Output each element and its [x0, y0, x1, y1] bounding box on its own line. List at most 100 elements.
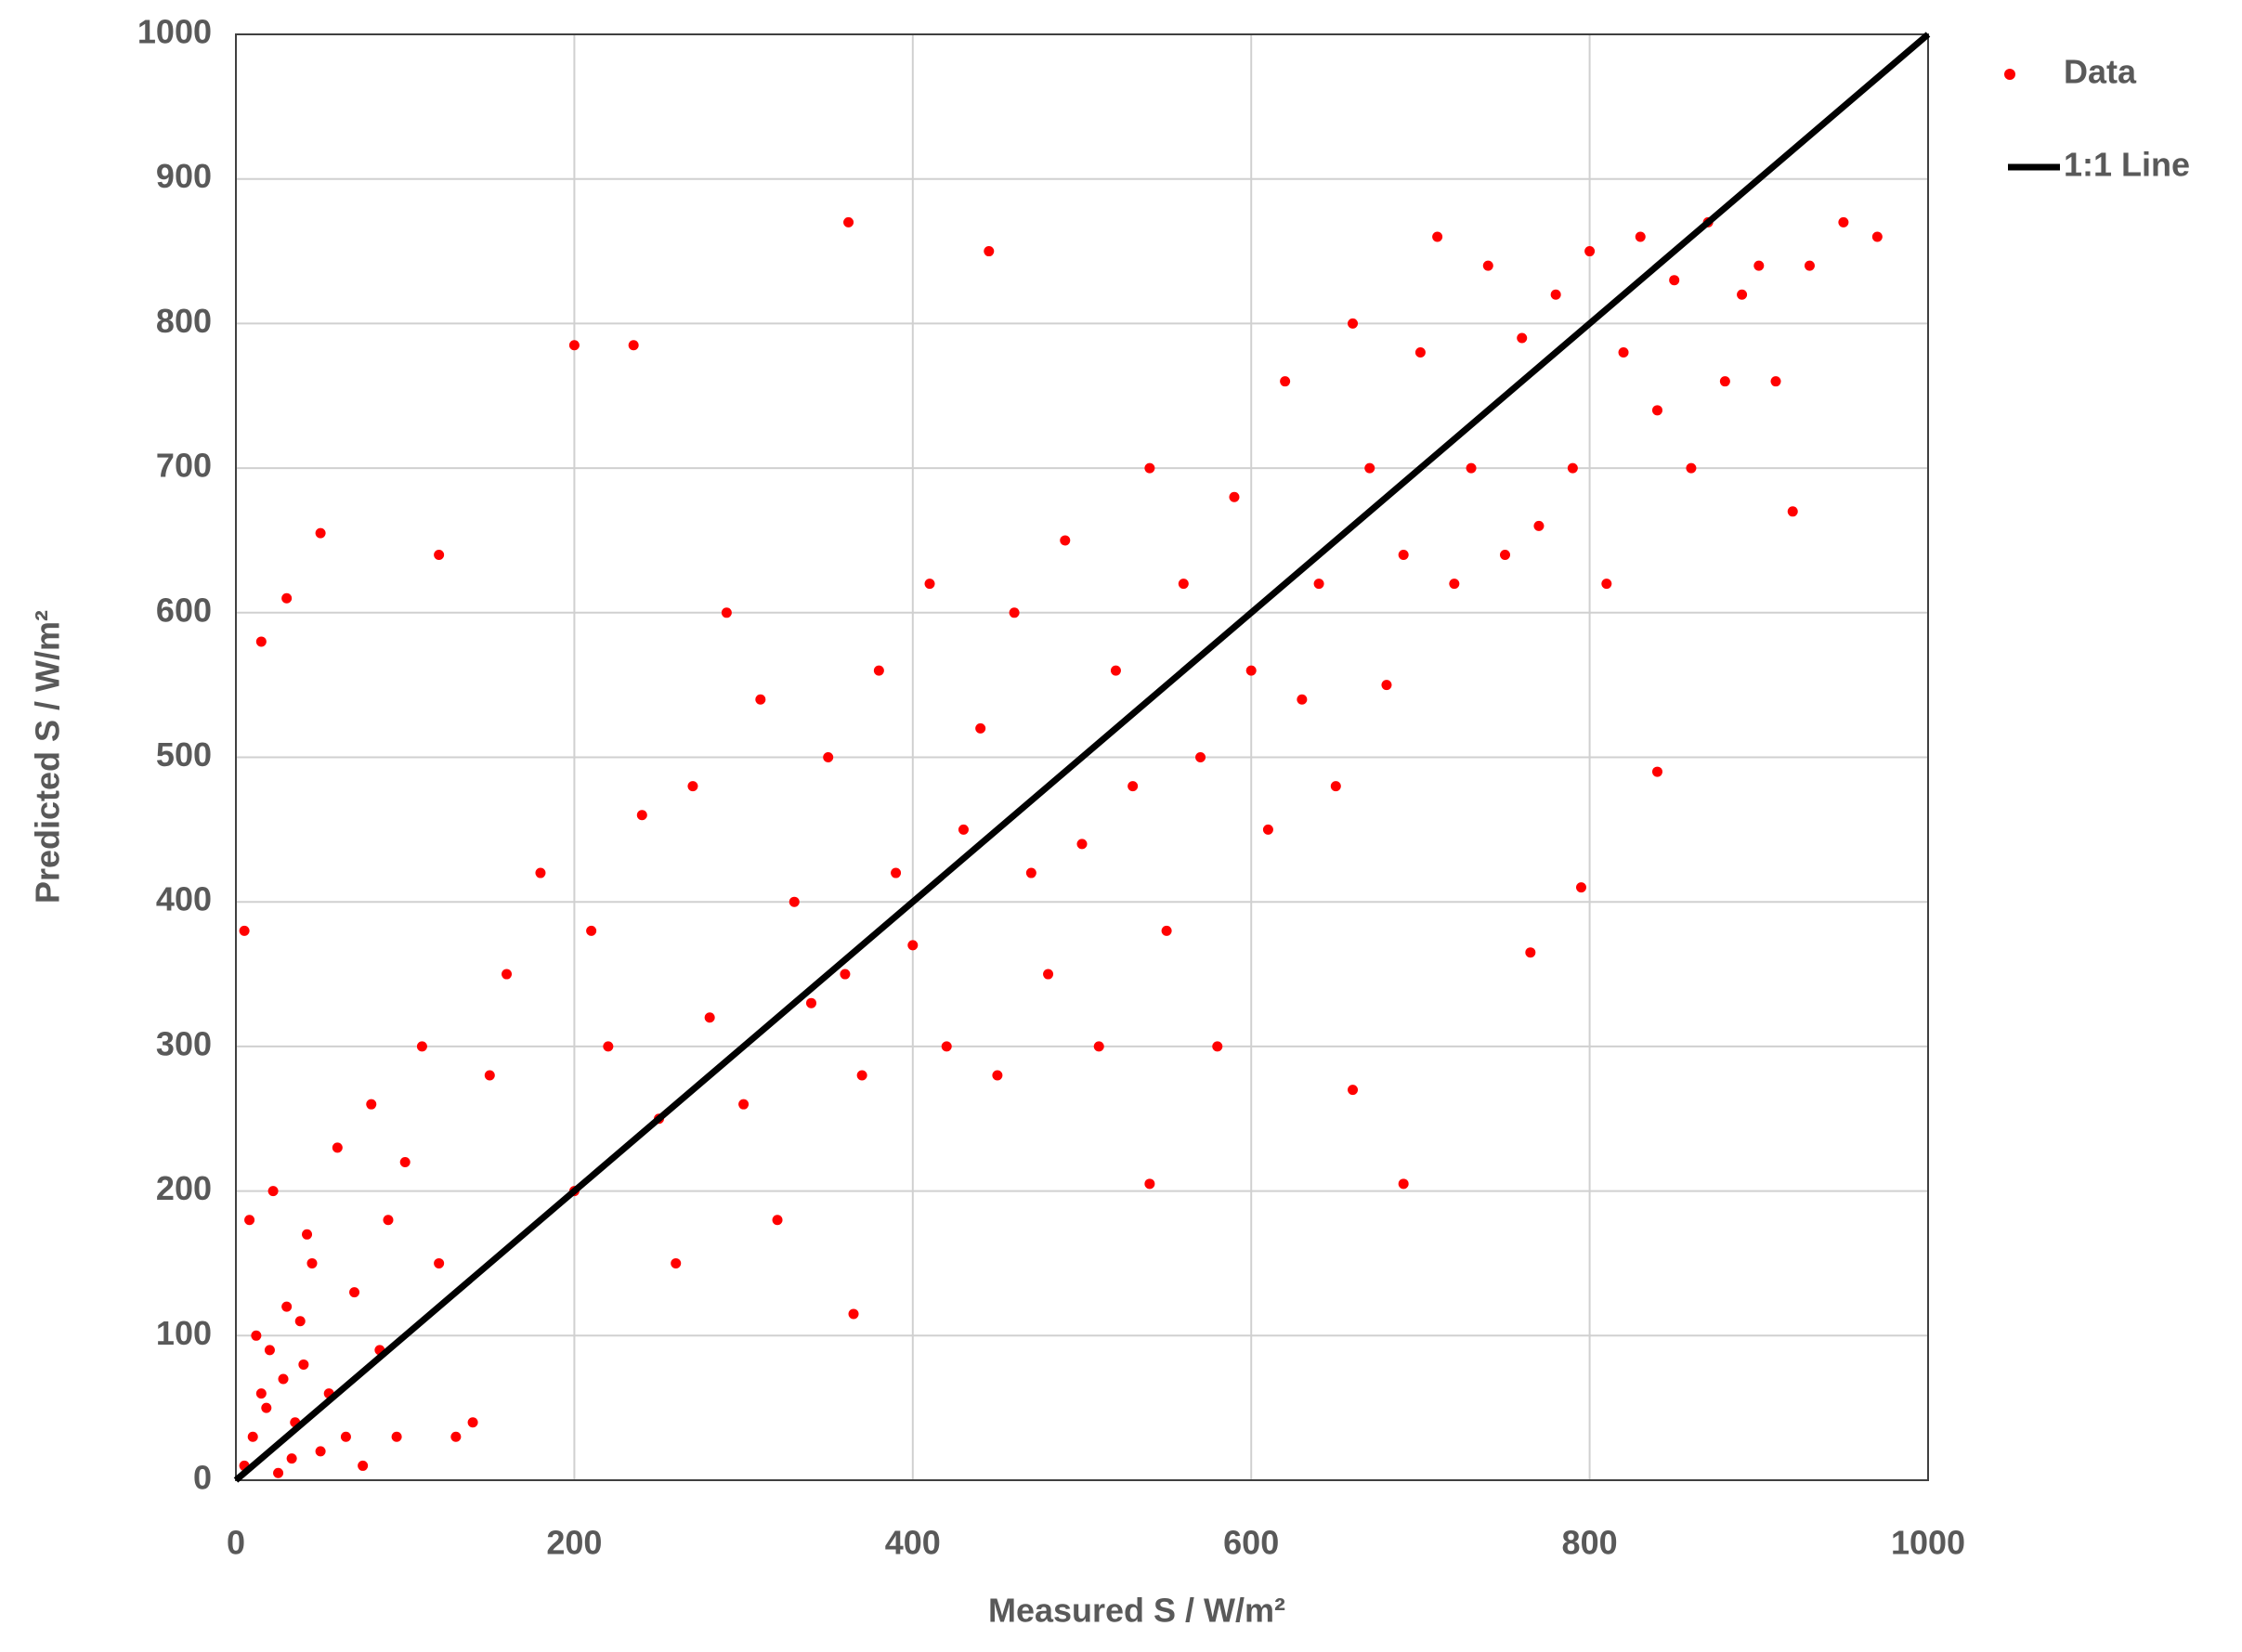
- data-point: [1838, 216, 1849, 228]
- data-point: [1364, 462, 1375, 474]
- data-point: [848, 1308, 859, 1320]
- data-point: [941, 1041, 952, 1052]
- data-point: [1025, 867, 1036, 878]
- data-point: [1482, 260, 1493, 271]
- data-point: [704, 1012, 715, 1023]
- data-point: [805, 997, 816, 1008]
- data-point: [1348, 318, 1359, 329]
- data-point: [1804, 260, 1815, 271]
- data-point: [738, 1099, 750, 1110]
- x-tick-label: 600: [1223, 1524, 1279, 1562]
- data-point: [264, 1345, 275, 1356]
- data-point: [255, 1388, 267, 1399]
- data-point: [721, 607, 732, 618]
- data-point: [1330, 781, 1341, 792]
- data-point: [1161, 925, 1172, 936]
- legend-label: 1:1 Line: [2064, 146, 2190, 184]
- data-point: [1110, 665, 1121, 676]
- data-point: [1567, 462, 1578, 474]
- data-point: [907, 940, 919, 951]
- y-tick-label: 900: [156, 157, 212, 195]
- line-series: [233, 32, 1931, 1483]
- data-point: [1533, 520, 1545, 531]
- plot-frame: [235, 33, 1929, 1481]
- y-tick-label: 100: [156, 1314, 212, 1352]
- data-point: [267, 1186, 279, 1197]
- data-point: [1686, 462, 1697, 474]
- data-point: [298, 1359, 309, 1370]
- data-point: [1737, 289, 1748, 300]
- data-point: [1398, 1178, 1409, 1190]
- data-point: [1575, 882, 1586, 893]
- data-point: [340, 1431, 351, 1442]
- data-point: [1245, 665, 1257, 676]
- x-tick-label: 0: [227, 1524, 245, 1562]
- data-point: [687, 781, 698, 792]
- data-point: [261, 1402, 272, 1413]
- data-point: [586, 925, 597, 936]
- data-point: [1262, 824, 1273, 835]
- data-point: [315, 1446, 326, 1457]
- data-point: [1212, 1041, 1223, 1052]
- data-point: [636, 810, 647, 821]
- data-point: [1280, 376, 1291, 387]
- data-point: [1618, 347, 1629, 358]
- data-point: [281, 1301, 293, 1312]
- data-point: [755, 694, 766, 705]
- data-point: [1753, 260, 1765, 271]
- data-point: [1009, 607, 1020, 618]
- data-point: [1601, 579, 1612, 590]
- data-point: [1550, 289, 1561, 300]
- data-point: [273, 1467, 284, 1478]
- data-point: [1414, 347, 1426, 358]
- data-point: [255, 636, 267, 647]
- data-point: [1719, 376, 1730, 387]
- data-point: [1787, 506, 1798, 517]
- y-tick-label: 600: [156, 591, 212, 629]
- data-point: [239, 925, 250, 936]
- data-point: [1584, 246, 1596, 257]
- data-point: [1466, 462, 1477, 474]
- data-point: [358, 1460, 369, 1471]
- x-tick-label: 800: [1562, 1524, 1618, 1562]
- data-point: [278, 1373, 289, 1385]
- data-point: [1635, 231, 1646, 242]
- data-point: [302, 1229, 313, 1240]
- data-point: [1651, 405, 1662, 416]
- data-point: [306, 1257, 318, 1268]
- data-point: [1178, 579, 1189, 590]
- data-point: [1144, 1178, 1155, 1190]
- data-point: [1525, 947, 1536, 958]
- data-point: [366, 1099, 377, 1110]
- data-point: [391, 1431, 402, 1442]
- data-point: [1770, 376, 1781, 387]
- data-point: [1076, 839, 1088, 850]
- data-point: [416, 1041, 427, 1052]
- data-point: [349, 1287, 360, 1298]
- data-point: [843, 216, 854, 228]
- data-point: [671, 1257, 682, 1268]
- data-point: [399, 1156, 411, 1167]
- data-point: [484, 1070, 495, 1081]
- data-point: [856, 1070, 867, 1081]
- data-point: [434, 1257, 445, 1268]
- data-point: [603, 1041, 614, 1052]
- data-point: [247, 1431, 258, 1442]
- data-point: [244, 1215, 255, 1226]
- data-point: [772, 1215, 783, 1226]
- x-axis-label: Measured S / W/m²: [988, 1592, 1285, 1630]
- y-tick-label: 700: [156, 447, 212, 485]
- data-point: [1144, 462, 1155, 474]
- data-point: [1449, 579, 1460, 590]
- data-point: [535, 867, 546, 878]
- data-point: [1669, 275, 1680, 286]
- data-point: [467, 1417, 478, 1428]
- legend-marker: [2004, 69, 2015, 80]
- data-point: [294, 1316, 306, 1327]
- x-tick-label: 400: [885, 1524, 941, 1562]
- data-point: [1229, 491, 1240, 502]
- data-point: [1297, 694, 1308, 705]
- data-point: [1381, 680, 1392, 691]
- data-point: [434, 550, 445, 561]
